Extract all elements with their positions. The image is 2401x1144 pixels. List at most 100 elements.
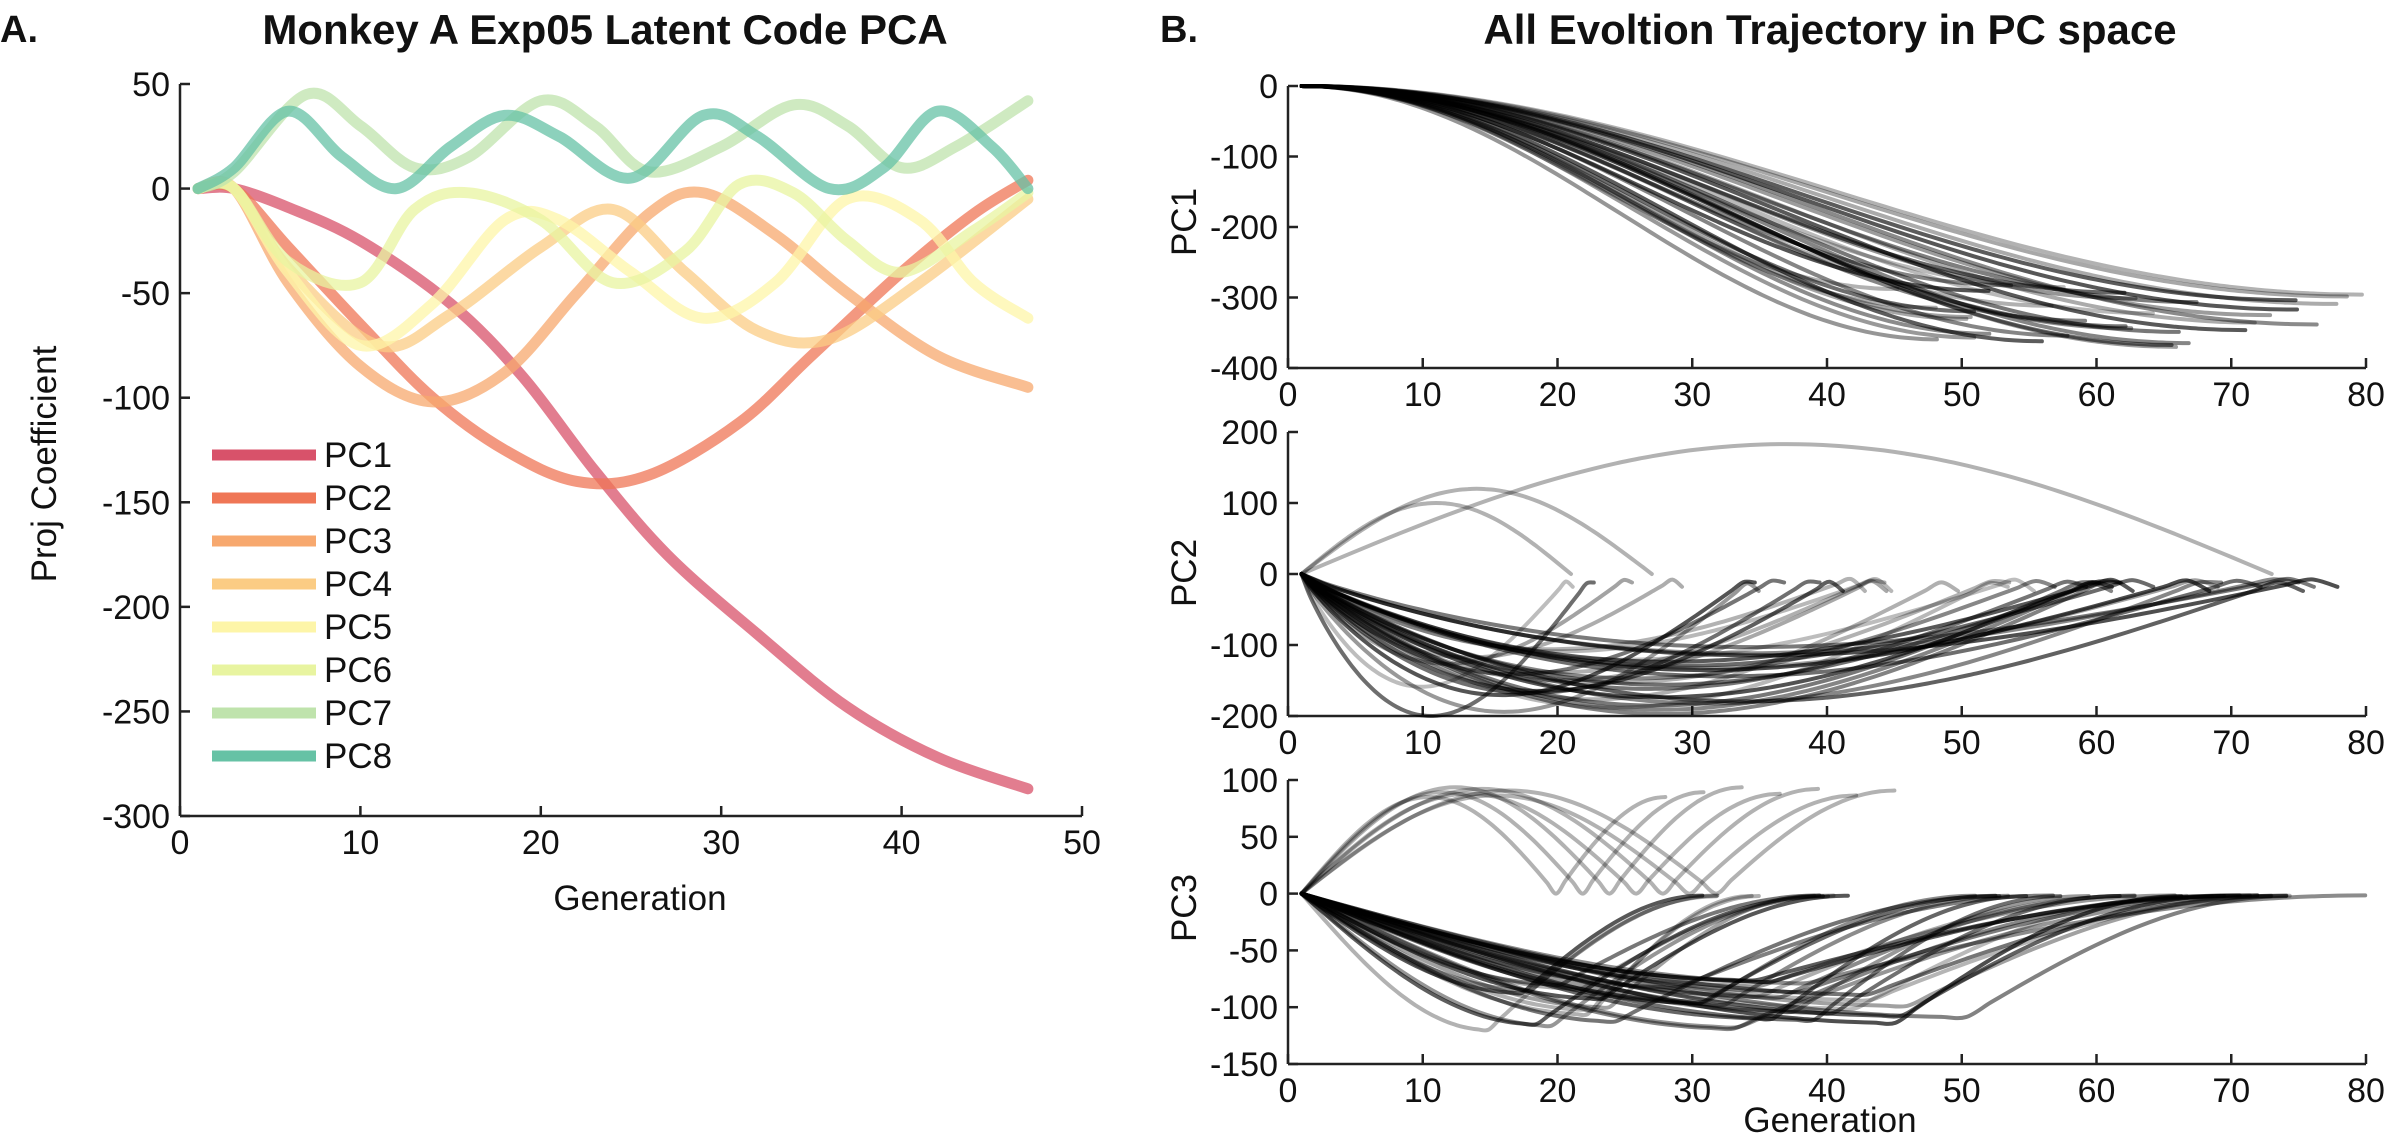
pc1-trajectory-line: [1299, 84, 2174, 347]
pc2-subplot-y-tick-label: 100: [1221, 485, 1278, 523]
pc3-hump-line: [1299, 786, 1820, 896]
pc2-subplot-x-tick-label: 80: [2347, 724, 2385, 762]
pc3-trajectory-line: [1299, 891, 2189, 1012]
panel-a-x-tick-label: 10: [341, 824, 379, 862]
series-pc3-line: [192, 176, 1034, 408]
pc2-trajectory-line: [1299, 572, 2156, 668]
pc1-trajectory-line: [1299, 84, 2054, 308]
legend-label-pc3: PC3: [324, 522, 392, 561]
pc1-trajectory-line: [1299, 84, 1900, 291]
panel-a-y-tick-label: -300: [102, 798, 170, 836]
pc2-trajectory-line: [1299, 572, 2089, 691]
pc2-subplot-x-tick-label: 60: [2078, 724, 2116, 762]
pc3-subplot-x-tick-label: 10: [1404, 1072, 1442, 1110]
pc1-trajectory-line: [1299, 84, 2257, 325]
pc3-subplot-x-tick-label: 80: [2347, 1072, 2385, 1110]
panel-b-title: All Evoltion Trajectory in PC space: [1483, 6, 2176, 53]
panel-b-plots: 0 10 20 30 40 50 60 70 80 -400 -300 -200 -100 0 0 10 20 3…: [1210, 68, 2385, 1110]
pc2-subplot-y-tick-label: -100: [1210, 627, 1278, 665]
panel-a-x-tick-label: 20: [522, 824, 560, 862]
panel-a-y-tick-label: 0: [151, 171, 170, 209]
pc3-trajectory-line: [1299, 891, 2288, 1021]
pc2-trajectory-line: [1299, 572, 1867, 652]
panel-a-y-tick-label: -150: [102, 484, 170, 522]
pc1-trajectory-line: [1299, 84, 2298, 303]
pc3-trajectory-line: [1299, 891, 2122, 1016]
panel-a-letter: A.: [0, 9, 38, 51]
panel-a-x-tick-label: 0: [171, 824, 190, 862]
pc3-trajectory-line: [1299, 891, 1720, 993]
pc3-trajectory-line: [1299, 891, 2063, 1024]
pc2-subplot-y-tick-label: -200: [1210, 698, 1278, 736]
legend-label-pc6: PC6: [324, 651, 392, 690]
pc3-hump-line: [1299, 791, 1782, 896]
pc3-subplot-y-tick-label: 100: [1221, 762, 1278, 800]
pc2-trajectory-line: [1299, 572, 2305, 704]
pc1-subplot-x-tick-label: 70: [2212, 376, 2250, 414]
pc2-trajectory-line: [1299, 572, 2010, 710]
pc2-subplot-ylabel: PC2: [1165, 539, 1204, 607]
panel-a-xlabel: Generation: [553, 879, 726, 918]
panel-a-ylabel: Proj Coefficient: [25, 345, 64, 582]
pc3-trajectory-line: [1299, 891, 2002, 1024]
pc3-subplot-y-tick-label: 0: [1259, 876, 1278, 914]
pc3-subplot: 0 10 20 30 40 50 60 70 80 -150 -100 -50 0 50 100: [1210, 762, 2385, 1110]
pc1-subplot-x-tick-label: 20: [1539, 376, 1577, 414]
pc3-trajectory-line: [1299, 891, 1719, 1033]
panel-a-y-tick-label: -100: [102, 380, 170, 418]
legend-label-pc2: PC2: [324, 479, 392, 518]
panel-a-x-tick-label: 30: [702, 824, 740, 862]
pc2-hump-line: [1299, 486, 1654, 576]
pc3-trajectory-line: [1299, 891, 1825, 1027]
legend-label-pc8: PC8: [324, 737, 392, 776]
pc2-trajectory-line: [1299, 572, 1787, 677]
pc3-trajectory-line: [1299, 891, 2177, 989]
pc1-subplot-y-tick-label: -100: [1210, 139, 1278, 177]
series-pc5-line: [192, 176, 1034, 352]
pc2-trajectory-line: [1299, 572, 2012, 685]
pc3-subplot-y-tick-label: -50: [1229, 932, 1278, 970]
pc2-trajectory-line: [1299, 572, 2224, 706]
pc2-hump-line: [1299, 442, 2274, 576]
series-pc7-line: [192, 87, 1034, 195]
legend-label-pc4: PC4: [324, 565, 392, 604]
pc1-subplot-x-tick-label: 0: [1279, 376, 1298, 414]
pc1-trajectory-line: [1299, 84, 1939, 342]
series-pc6-line: [192, 174, 1034, 291]
pc3-subplot-x-tick-label: 60: [2078, 1072, 2116, 1110]
pc1-subplot-y-tick-label: -300: [1210, 280, 1278, 318]
pc2-subplot-y-tick-label: 0: [1259, 556, 1278, 594]
pc1-subplot-ylabel: PC1: [1165, 188, 1204, 256]
pc2-subplot: 0 10 20 30 40 50 60 70 80 -200 -100 0 100 200: [1210, 414, 2385, 762]
pc3-subplot-x-tick-label: 70: [2212, 1072, 2250, 1110]
pc1-subplot-y-tick-label: -200: [1210, 209, 1278, 247]
pc2-trajectory-line: [1299, 572, 1887, 675]
pc2-hump-line: [1299, 500, 1573, 576]
pc2-subplot-x-tick-label: 20: [1539, 724, 1577, 762]
panel-a-y-tick-label: -200: [102, 589, 170, 627]
panel-a-y-tick-label: -50: [121, 275, 170, 313]
pc2-trajectory-line: [1299, 572, 2123, 716]
pc1-trajectory-line: [1299, 84, 2044, 344]
pc2-subplot-x-tick-label: 30: [1673, 724, 1711, 762]
pc3-trajectory-line: [1299, 891, 1705, 996]
pc3-subplot-y-tick-label: -100: [1210, 989, 1278, 1027]
pc3-subplot-ylabel: PC3: [1165, 874, 1204, 942]
pc1-subplot-x-tick-label: 40: [1808, 376, 1846, 414]
pc3-hump-line: [1299, 790, 1706, 896]
pc3-trajectory-line: [1299, 891, 2289, 998]
pc2-trajectory-line: [1299, 572, 1575, 689]
pc2-trajectory-line: [1299, 572, 1894, 654]
pc2-trajectory-line: [1299, 572, 2340, 658]
pc3-trajectory-line: [1299, 891, 2137, 1000]
series-pc8-line: [192, 105, 1034, 196]
panel-a-y-tick-label: 50: [132, 66, 170, 104]
pc2-trajectory-line: [1299, 572, 1889, 683]
pc3-trajectory-line: [1299, 891, 1817, 1010]
pc2-trajectory-line: [1299, 572, 1822, 696]
pc3-hump-line: [1299, 788, 1897, 896]
pc2-subplot-y-tick-label: 200: [1221, 414, 1278, 452]
pc1-subplot: 0 10 20 30 40 50 60 70 80 -400 -300 -200 -100 0: [1210, 68, 2385, 414]
pc2-subplot-x-tick-label: 50: [1943, 724, 1981, 762]
pc1-subplot-x-tick-label: 30: [1673, 376, 1711, 414]
